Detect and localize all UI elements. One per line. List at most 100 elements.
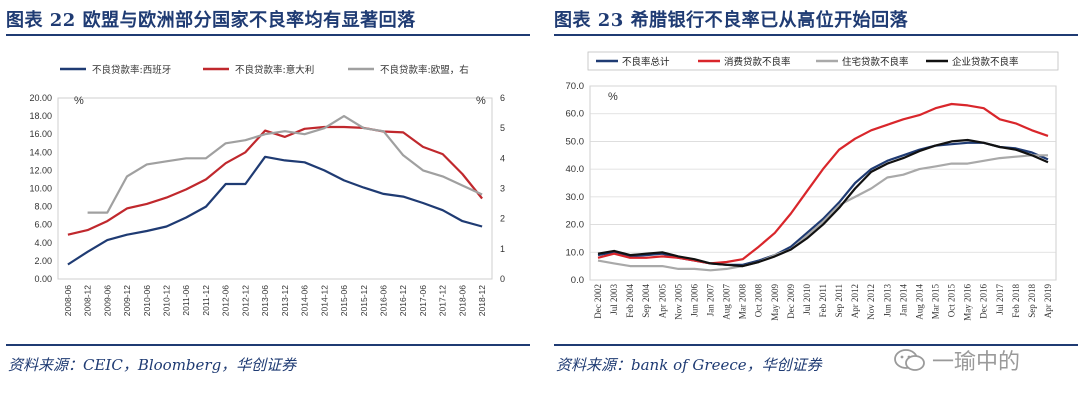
- x-tick-label: 2010-06: [142, 285, 152, 316]
- x-tick-label: Sep 2018: [1027, 284, 1037, 318]
- x-tick-label: Jan 2007: [706, 284, 716, 317]
- x-tick-label: 2012-06: [221, 285, 231, 316]
- x-tick-label: 2009-12: [122, 285, 132, 316]
- y-tick-label: 70.0: [566, 81, 585, 92]
- x-tick-label: Jan 2014: [898, 284, 908, 317]
- left-y-tick-label: 16.00: [29, 129, 52, 139]
- left-chart-title: 图表 22 欧盟与欧洲部分国家不良率均有显著回落: [6, 10, 416, 31]
- x-tick-label: 2013-12: [280, 285, 290, 316]
- legend-label: 住宅贷款不良率: [842, 56, 909, 68]
- right-y-tick-label: 1: [500, 244, 505, 254]
- right-source-note: 资料来源：bank of Greece，华创证券: [556, 356, 822, 374]
- x-tick-label: Mar 2015: [930, 284, 940, 320]
- x-tick-label: Jul 2010: [802, 284, 812, 315]
- legend-label: 企业贷款不良率: [952, 56, 1019, 68]
- y-tick-label: 10.0: [566, 247, 585, 258]
- left-chart-panel: 图表 22 欧盟与欧洲部分国家不良率均有显著回落 20.00 18.00 16.00…: [0, 0, 530, 406]
- left-y-tick-label: 18.00: [29, 111, 52, 121]
- x-tick-label: 2013-06: [260, 285, 270, 316]
- y-tick-label: 50.0: [566, 136, 585, 147]
- x-tick-label: 2014-06: [300, 285, 310, 316]
- x-tick-label: 2014-12: [319, 285, 329, 316]
- x-tick-label: 2009-06: [102, 285, 112, 316]
- left-title-rule: [6, 34, 530, 36]
- series-line-housing: [597, 154, 1048, 272]
- left-y-tick-label: 2.00: [34, 256, 52, 266]
- y-tick-label: 40.0: [566, 164, 585, 175]
- right-title-rule: [554, 34, 1078, 36]
- x-tick-label: Aug 2007: [722, 284, 732, 320]
- left-source-note: 资料来源：CEIC，Bloomberg，华创证券: [8, 356, 297, 374]
- left-plot-frame: [57, 97, 493, 280]
- right-y-tick-label: 4: [500, 153, 505, 163]
- right-line-chart: 70.0 60.0 50.0 40.0 30.0 20.0 10.0 0.0% Dec 2002…: [566, 51, 1059, 321]
- left-y-tick-label: 10.00: [29, 184, 52, 194]
- x-tick-label: Sep 2011: [834, 284, 844, 317]
- left-y-tick-label: 0.00: [34, 274, 52, 284]
- x-tick-label: Apr 2005: [657, 284, 667, 319]
- left-y-tick-label: 8.00: [34, 202, 52, 212]
- x-tick-label: Dec 2016: [979, 284, 989, 319]
- right-y-tick-label: 3: [500, 184, 505, 194]
- x-tick-label: 2008-12: [83, 285, 93, 316]
- series-line-consumer: [597, 102, 1049, 265]
- x-tick-label: May 2016: [963, 284, 973, 321]
- y-tick-label: 20.0: [566, 220, 585, 231]
- right-source-rule: [554, 344, 1078, 346]
- x-tick-label: Oct 2015: [947, 284, 957, 318]
- x-tick-label: 2018-06: [457, 285, 467, 316]
- y-unit: %: [608, 91, 618, 103]
- x-tick-label: Jun 2013: [882, 284, 892, 317]
- x-tick-label: 2008-06: [63, 285, 73, 316]
- x-tick-label: Nov 2012: [866, 284, 876, 320]
- y-tick-label: 60.0: [566, 109, 585, 120]
- x-tick-label: Aug 2014: [914, 284, 924, 320]
- x-tick-label: 2017-06: [418, 285, 428, 316]
- x-tick-label: Feb 2018: [1011, 284, 1021, 318]
- left-y-tick-label: 20.00: [29, 93, 52, 103]
- x-tick-label: Sep 2004: [641, 284, 651, 318]
- x-tick-label: 2015-06: [339, 285, 349, 316]
- y-tick-label: 0.0: [571, 275, 584, 286]
- left-source-rule: [6, 344, 530, 346]
- series-line-eu: [87, 115, 483, 214]
- wechat-icon: [894, 349, 925, 371]
- x-tick-label: 2010-12: [162, 285, 172, 316]
- x-tick-label: Apr 2012: [850, 284, 860, 318]
- right-y-unit: %: [476, 95, 486, 107]
- x-tick-label: Dec 2002: [593, 284, 603, 319]
- right-y-tick-label: 0: [500, 274, 505, 284]
- left-y-tick-label: 14.00: [29, 147, 52, 157]
- x-tick-label: Feb 2004: [625, 284, 635, 318]
- wechat-watermark: 一瑜中的: [892, 346, 1078, 375]
- legend-label: 不良贷款率:西班牙: [92, 64, 171, 76]
- left-y-unit: %: [74, 95, 84, 107]
- x-tick-label: 2016-12: [398, 285, 408, 316]
- series-line-business: [597, 138, 1049, 268]
- legend-label: 不良贷款率:意大利: [235, 64, 314, 76]
- right-y-tick-label: 5: [500, 123, 505, 133]
- x-tick-label: 2011-06: [181, 285, 191, 316]
- x-tick-label: 2012-12: [240, 285, 250, 316]
- x-tick-label: 2011-12: [201, 285, 211, 316]
- right-chart-panel: 图表 23 希腊银行不良率已从高位开始回落 70.0 60.0 50.0 40.0 30…: [548, 0, 1078, 406]
- x-tick-label: Mar 2008: [738, 284, 748, 320]
- right-y-tick-label: 6: [500, 93, 505, 103]
- right-plot-frame: [589, 85, 1057, 281]
- x-tick-label: Oct 2008: [754, 284, 764, 318]
- legend-label: 消费贷款不良率: [724, 56, 791, 68]
- x-tick-label: Feb 2011: [818, 284, 828, 317]
- x-tick-label: Jul 2003: [609, 284, 619, 315]
- right-chart-title: 图表 23 希腊银行不良率已从高位开始回落: [554, 10, 909, 31]
- right-y-tick-label: 2: [500, 214, 505, 224]
- x-tick-label: 2016-06: [379, 285, 389, 316]
- left-y-tick-label: 6.00: [34, 220, 52, 230]
- legend-label: 不良率总计: [622, 56, 670, 68]
- left-line-chart: 20.0018.0016.0014.0012.0010.008.006.004.…: [29, 64, 505, 316]
- x-tick-label: May 2009: [770, 284, 780, 321]
- y-tick-label: 30.0: [566, 192, 585, 203]
- left-y-tick-label: 4.00: [34, 238, 52, 248]
- x-tick-label: 2018-12: [477, 285, 487, 316]
- watermark-text: 一瑜中的: [932, 350, 1021, 375]
- x-tick-label: Jun 2006: [689, 284, 699, 317]
